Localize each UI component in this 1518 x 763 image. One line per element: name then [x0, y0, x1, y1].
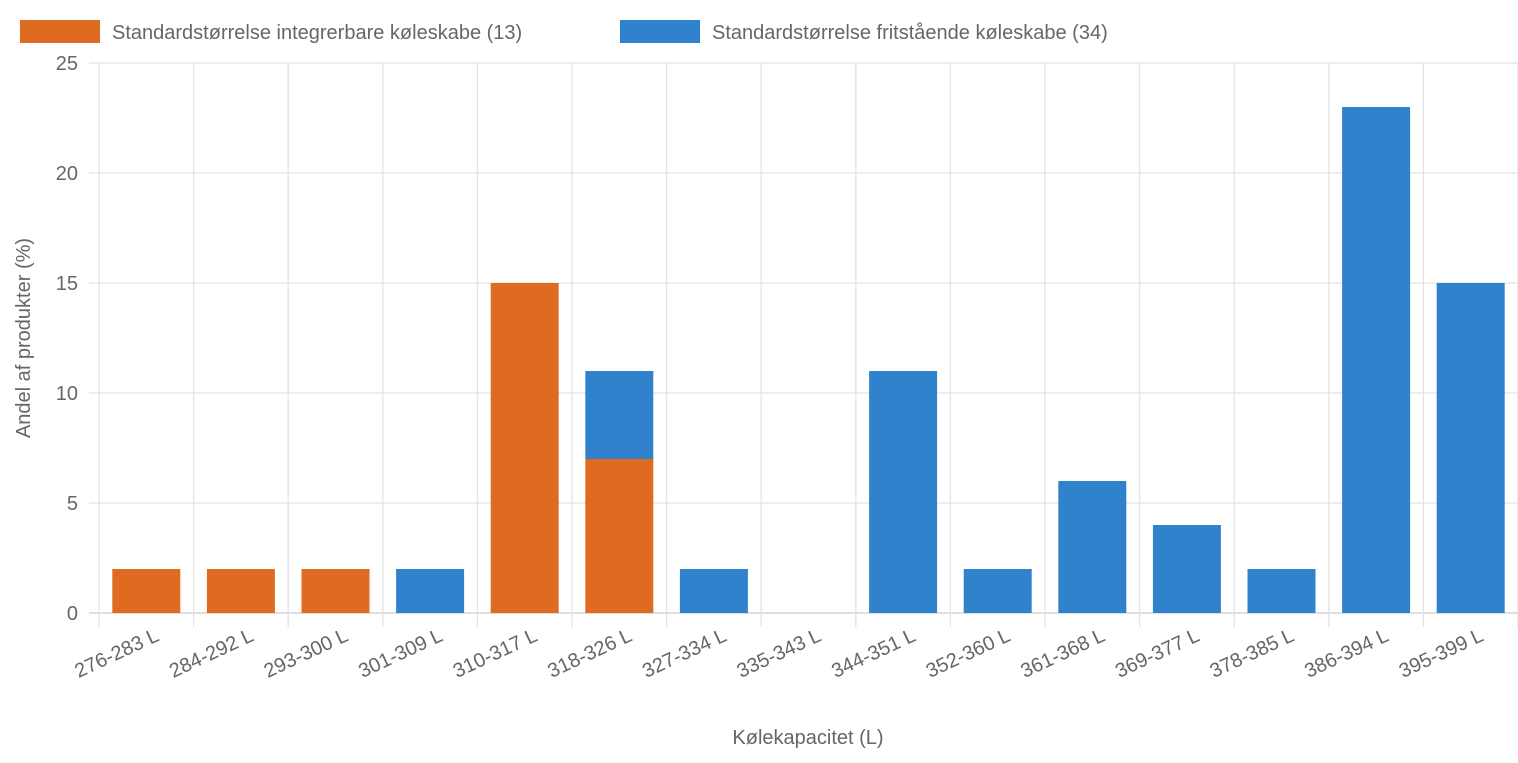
y-tick-label: 20	[56, 163, 78, 185]
x-tick-label: 344-351 L	[828, 625, 919, 683]
x-axis-ticks: 276-283 L 284-292 L 293-300 L 301-309 L 310-…	[71, 625, 1486, 683]
bar	[1342, 107, 1411, 613]
legend-swatch	[620, 20, 700, 43]
x-tick-label: 318-326 L	[544, 625, 635, 683]
y-axis-label: Andel af produkter (%)	[13, 238, 35, 438]
x-tick-label: 395-399 L	[1396, 625, 1487, 683]
bar	[585, 459, 654, 613]
x-tick-label: 327-334 L	[639, 625, 730, 683]
bar	[490, 283, 559, 613]
bar	[1058, 481, 1127, 613]
x-axis-label: Kølekapacitet (L)	[732, 727, 883, 749]
y-tick-label: 0	[67, 603, 78, 625]
x-tick-label: 284-292 L	[166, 625, 257, 683]
bar	[869, 371, 938, 613]
x-tick-label: 369-377 L	[1112, 625, 1203, 683]
x-tick-label: 293-300 L	[261, 625, 352, 683]
bar	[112, 569, 181, 613]
legend-swatch	[20, 20, 100, 43]
grid	[89, 62, 1518, 627]
bar	[1436, 283, 1505, 613]
y-axis-ticks: 0 5 10 15 20 25	[56, 53, 78, 625]
bar	[585, 371, 654, 459]
legend-label: Standardstørrelse integrerbare køleskabe…	[112, 22, 522, 44]
x-tick-label: 386-394 L	[1301, 625, 1392, 683]
bar	[963, 569, 1032, 613]
bar	[1247, 569, 1316, 613]
y-tick-label: 25	[56, 53, 78, 75]
legend-label: Standardstørrelse fritstående køleskabe …	[712, 22, 1108, 44]
bar	[206, 569, 275, 613]
bars	[112, 107, 1505, 613]
x-tick-label: 361-368 L	[1017, 625, 1108, 683]
bar	[1152, 525, 1221, 613]
x-tick-label: 301-309 L	[355, 625, 446, 683]
x-tick-label: 310-317 L	[450, 625, 541, 683]
y-tick-label: 5	[67, 493, 78, 515]
x-tick-label: 335-343 L	[734, 625, 825, 683]
x-tick-label: 378-385 L	[1207, 625, 1298, 683]
x-tick-label: 352-360 L	[923, 625, 1014, 683]
x-tick-label: 276-283 L	[71, 625, 162, 683]
legend: Standardstørrelse integrerbare køleskabe…	[20, 20, 1108, 44]
bar	[679, 569, 748, 613]
bar	[396, 569, 465, 613]
y-tick-label: 15	[56, 273, 78, 295]
bar	[301, 569, 370, 613]
y-tick-label: 10	[56, 383, 78, 405]
